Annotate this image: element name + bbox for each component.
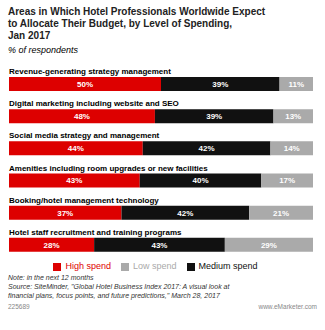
svg-text:48%: 48% bbox=[74, 112, 90, 121]
html-text:Low spend: Low spend bbox=[133, 261, 177, 271]
svg-text:42%: 42% bbox=[199, 144, 215, 153]
svg-text:42%: 42% bbox=[177, 209, 193, 218]
svg-text:11%: 11% bbox=[288, 80, 304, 89]
html-text:% of respondents: % of respondents bbox=[8, 45, 78, 55]
svg-text:14%: 14% bbox=[284, 144, 300, 153]
svg-text:13%: 13% bbox=[285, 112, 301, 121]
html-text:High spend: High spend bbox=[65, 261, 111, 271]
svg-text:Booking/hotel management techn: Booking/hotel management technology bbox=[9, 196, 159, 205]
svg-text:39%: 39% bbox=[206, 112, 222, 121]
html-text:225689: 225689 bbox=[8, 303, 30, 310]
html-text:Note: in the next 12 months So: Note: in the next 12 months Source: Site… bbox=[8, 274, 230, 299]
svg-text:44%: 44% bbox=[68, 144, 84, 153]
svg-text:Amenities including room upgra: Amenities including room upgrades or new… bbox=[9, 164, 208, 173]
html-text:Areas in Which Hotel Professio: Areas in Which Hotel Professionals World… bbox=[8, 6, 266, 41]
svg-text:Social media strategy and mana: Social media strategy and management bbox=[9, 131, 160, 140]
svg-text:17%: 17% bbox=[279, 176, 295, 185]
svg-text:43%: 43% bbox=[151, 241, 167, 250]
svg-text:21%: 21% bbox=[273, 209, 289, 218]
svg-text:37%: 37% bbox=[57, 209, 73, 218]
svg-text:39%: 39% bbox=[212, 80, 228, 89]
svg-text:28%: 28% bbox=[44, 241, 60, 250]
svg-text:Digital marketing including we: Digital marketing including website and … bbox=[9, 99, 179, 108]
svg-text:50%: 50% bbox=[77, 80, 93, 89]
svg-text:43%: 43% bbox=[66, 176, 82, 185]
svg-text:Revenue-generating strategy ma: Revenue-generating strategy management bbox=[9, 67, 171, 76]
svg-text:40%: 40% bbox=[193, 176, 209, 185]
html-text:www.eMarketer.com: www.eMarketer.com bbox=[258, 303, 317, 310]
html-text:Medium spend: Medium spend bbox=[198, 261, 258, 271]
svg-text:29%: 29% bbox=[261, 241, 277, 250]
svg-text:Hotel staff recruitment and tr: Hotel staff recruitment and training pro… bbox=[9, 228, 182, 237]
